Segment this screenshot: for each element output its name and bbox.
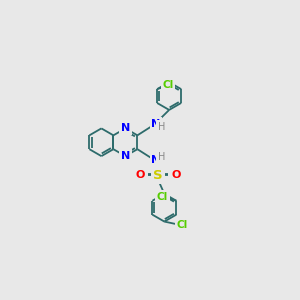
Text: Cl: Cl bbox=[162, 80, 174, 90]
Text: N: N bbox=[151, 119, 160, 129]
Text: Cl: Cl bbox=[176, 220, 188, 230]
Text: N: N bbox=[121, 151, 130, 161]
Text: Cl: Cl bbox=[157, 192, 168, 202]
Text: O: O bbox=[136, 170, 145, 180]
Text: O: O bbox=[171, 170, 181, 180]
Text: H: H bbox=[158, 122, 165, 132]
Text: N: N bbox=[121, 123, 130, 134]
Text: S: S bbox=[153, 169, 163, 182]
Text: H: H bbox=[158, 152, 165, 162]
Text: N: N bbox=[151, 155, 160, 165]
